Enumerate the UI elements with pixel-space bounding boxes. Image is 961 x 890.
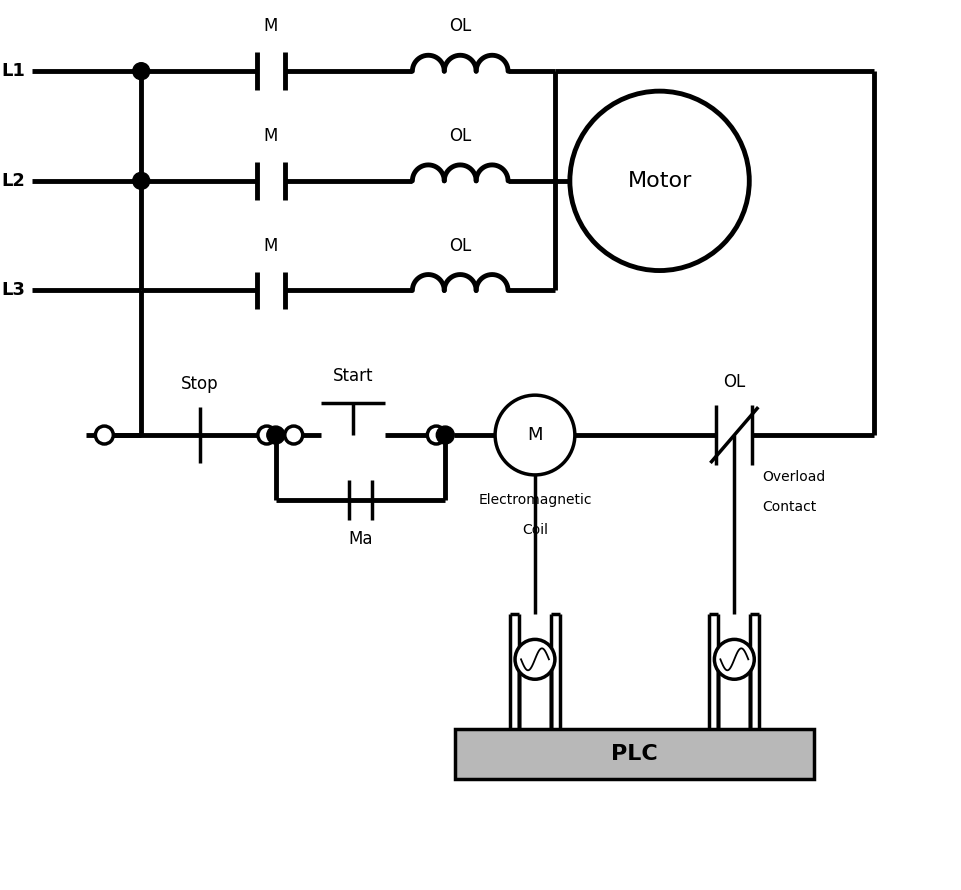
Circle shape <box>569 91 749 271</box>
Text: M: M <box>527 426 542 444</box>
Text: Coil: Coil <box>522 522 548 537</box>
Text: L1: L1 <box>2 62 26 80</box>
Circle shape <box>133 62 150 80</box>
Circle shape <box>258 426 276 444</box>
Circle shape <box>427 426 445 444</box>
Text: M: M <box>263 17 278 36</box>
Text: OL: OL <box>723 373 745 392</box>
Text: OL: OL <box>449 237 471 255</box>
Text: Stop: Stop <box>181 376 219 393</box>
Text: M: M <box>263 127 278 145</box>
Circle shape <box>514 639 554 679</box>
Text: L3: L3 <box>2 281 26 300</box>
Circle shape <box>495 395 575 475</box>
Text: Ma: Ma <box>348 530 373 547</box>
Circle shape <box>436 426 454 444</box>
Bar <box>455 729 813 779</box>
Text: OL: OL <box>449 127 471 145</box>
Circle shape <box>266 426 284 444</box>
Text: Overload: Overload <box>761 470 825 484</box>
Circle shape <box>95 426 113 444</box>
Text: PLC: PLC <box>610 744 657 764</box>
Text: OL: OL <box>449 17 471 36</box>
Text: Electromagnetic: Electromagnetic <box>478 493 591 506</box>
Circle shape <box>284 426 303 444</box>
Text: Start: Start <box>333 368 373 385</box>
Text: M: M <box>263 237 278 255</box>
Circle shape <box>714 639 753 679</box>
Text: L2: L2 <box>2 172 26 190</box>
Text: Contact: Contact <box>761 500 816 514</box>
Circle shape <box>133 173 150 190</box>
Text: Motor: Motor <box>627 171 691 190</box>
